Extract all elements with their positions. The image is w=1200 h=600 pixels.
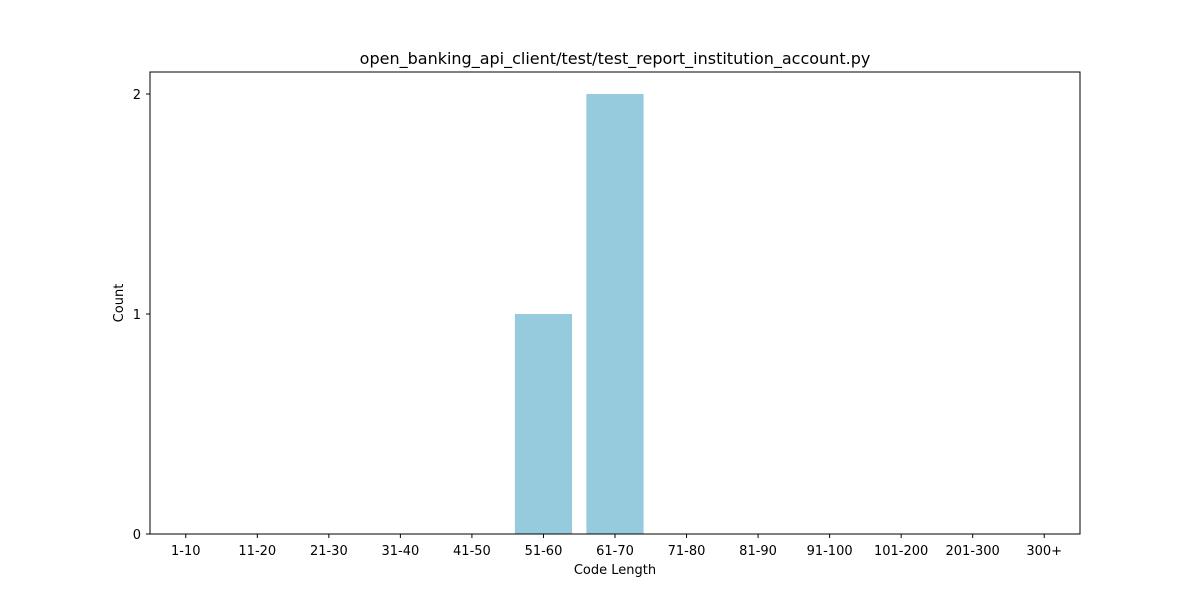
x-tick-label: 81-90	[739, 544, 777, 559]
chart-title: open_banking_api_client/test/test_report…	[360, 49, 871, 69]
x-tick-label: 51-60	[525, 544, 563, 559]
y-axis-label: Count	[112, 284, 127, 323]
x-tick-label: 11-20	[238, 544, 276, 559]
x-tick-label: 300+	[1026, 544, 1062, 559]
y-tick-label: 1	[133, 308, 141, 323]
y-tick-label: 2	[133, 88, 141, 103]
bar-61-70	[586, 94, 644, 534]
x-tick-label: 61-70	[596, 544, 634, 559]
x-tick-label: 71-80	[668, 544, 706, 559]
x-tick-label: 1-10	[171, 544, 201, 559]
x-tick-label: 201-300	[946, 544, 1000, 559]
y-axis-ticks: 0 1 2	[133, 88, 150, 543]
x-axis-label: Code Length	[574, 563, 656, 578]
bars-layer	[514, 94, 644, 534]
y-tick-label: 0	[133, 528, 141, 543]
x-tick-label: 101-200	[874, 544, 928, 559]
x-tick-label: 91-100	[807, 544, 853, 559]
x-tick-label: 31-40	[381, 544, 419, 559]
x-tick-label: 21-30	[310, 544, 348, 559]
x-tick-label: 41-50	[453, 544, 491, 559]
x-axis-ticks: 1-10 11-20 21-30 31-40 41-50 51-60 61-70 71-80 8…	[171, 534, 1062, 559]
bar-51-60	[514, 314, 573, 534]
